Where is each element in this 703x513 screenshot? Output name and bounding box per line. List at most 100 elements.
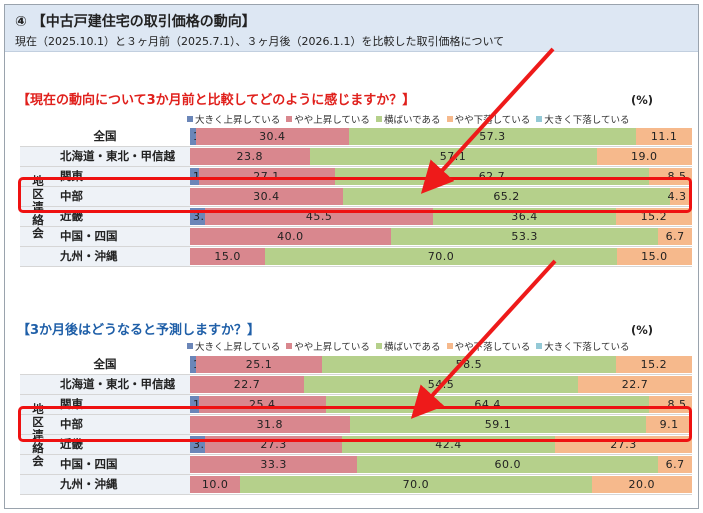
data-label: 30.4: [259, 130, 286, 143]
chart-2-title: 【3か月後はどうなると予測しますか？】: [17, 323, 261, 338]
highlight-chubu-forecast: [18, 406, 692, 442]
bar-area: 33.3 60.0 6.7: [190, 456, 692, 473]
legend-swatch: [187, 116, 193, 122]
bar-segment: [658, 228, 692, 245]
data-label: 15.0: [641, 250, 668, 263]
bar-area: 15.0 70.0 15.0: [190, 248, 692, 265]
data-label: 59.1: [484, 418, 512, 431]
page-title: ④ 【中古戸建住宅の取引価格の動向】: [15, 14, 256, 30]
page-subtitle: 現在（2025.10.1）と３ヶ月前（2025.7.1）、３ヶ月後（2026.1…: [15, 35, 505, 48]
bar-area: 40.0 53.3 6.7: [190, 228, 692, 245]
bar-area: 31.8 59.1 9.1: [190, 416, 692, 433]
table-row: 中部 31.8 59.1 9.1: [20, 415, 692, 435]
bar-segment: [649, 168, 692, 185]
arrow-2: [410, 259, 557, 419]
data-label: 15.0: [214, 250, 241, 263]
table-row: 全国1.230.457.311.1: [20, 127, 692, 147]
legend-item: 横ばいである: [375, 112, 441, 126]
arrow-1: [420, 47, 555, 194]
legend-label: 大きく上昇している: [195, 115, 281, 126]
bar-segment: [390, 228, 659, 245]
chart-frame: ④ 【中古戸建住宅の取引価格の動向】 現在（2025.10.1）と３ヶ月前（20…: [4, 4, 699, 509]
legend-swatch: [375, 116, 382, 122]
chart-1-title: 【現在の動向について3か月前と比較してどのように感じますか？】: [17, 93, 416, 108]
annotation-arrows: [410, 47, 557, 419]
data-label: 45.5: [305, 210, 333, 223]
data-label: 20.0: [628, 478, 656, 491]
category-label: 中国・四国: [60, 229, 118, 243]
data-label: 36.4: [511, 210, 538, 223]
bar-segment: [636, 128, 692, 145]
bar-segment: [196, 128, 349, 145]
data-label: 22.7: [621, 378, 649, 391]
data-label: 31.8: [256, 418, 284, 431]
category-label: 九州・沖縄: [60, 477, 118, 491]
bar-area: 1.727.162.78.5: [190, 168, 692, 185]
legend-label: やや下落している: [454, 342, 531, 353]
data-label: 70.0: [402, 478, 430, 491]
legend-item: やや上昇している: [286, 112, 370, 126]
legend-label: 大きく上昇している: [195, 342, 281, 353]
bar-segment: [616, 248, 692, 265]
region-shade: [20, 147, 190, 267]
bar-segment: [196, 356, 323, 373]
category-label: 全国: [93, 357, 117, 371]
bar-segment: [596, 148, 692, 165]
legend-item: 大きく下落している: [536, 112, 630, 126]
bar-segment: [190, 148, 310, 165]
bar-segment: [190, 476, 241, 493]
data-label: 19.0: [631, 150, 658, 163]
category-label: 九州・沖縄: [60, 249, 118, 263]
legend-item: 大きく下落している: [536, 339, 630, 353]
legend-label: 大きく下落している: [544, 342, 630, 353]
chart-2-unit: (%): [631, 323, 654, 337]
bar-segment: [190, 376, 305, 393]
chart-1-table: 地区連絡会全国1.230.457.311.1北海道・東北・甲信越23.857.1…: [20, 127, 692, 267]
highlight-chubu-current: [18, 177, 692, 213]
chart-1-legend: 大きく上昇している やや上昇している 横ばいである やや下落している 大きく下落している: [187, 112, 693, 126]
legend-swatch: [536, 116, 543, 122]
chart-1-unit: (%): [631, 93, 654, 107]
table-row: 九州・沖縄 15.0 70.0 15.0: [20, 247, 692, 267]
bar-segment: [591, 476, 692, 493]
legend-swatch: [187, 343, 193, 349]
bar-segment: [322, 356, 616, 373]
legend-item: 大きく上昇している: [187, 112, 280, 126]
bar-segment: [349, 416, 647, 433]
bar-segment: [190, 188, 343, 205]
bar-segment: [670, 188, 692, 205]
table-row: 関東1.727.162.78.5: [20, 167, 692, 187]
data-label: 15.2: [640, 210, 668, 223]
bar-segment: [615, 356, 692, 373]
legend-label: やや上昇している: [294, 115, 370, 126]
data-label: 6.7: [665, 230, 685, 243]
data-label: 23.8: [236, 150, 264, 163]
bar-segment: [190, 356, 197, 373]
table-row: 中国・四国 40.0 53.3 6.7: [20, 227, 692, 247]
data-label: 57.3: [479, 130, 506, 143]
legend-label: 横ばいである: [383, 115, 441, 126]
bar-segment: [334, 168, 650, 185]
data-label: 9.1: [659, 418, 679, 431]
bar-area: 1.225.158.515.2: [190, 356, 692, 373]
data-label: 40.0: [277, 230, 304, 243]
chart-2-legend: 大きく上昇している やや上昇している 横ばいである やや下落している 大きく下落している: [187, 339, 693, 353]
data-label: 53.3: [511, 230, 538, 243]
bar-segment: [265, 248, 617, 265]
data-label: 30.4: [253, 190, 280, 203]
bar-segment: [190, 456, 358, 473]
data-label: 4.3: [667, 190, 687, 203]
bar-segment: [190, 396, 199, 413]
data-label: 22.7: [233, 378, 261, 391]
bar-segment: [190, 248, 266, 265]
bar-area: 1.230.457.311.1: [190, 128, 692, 145]
data-label: 11.1: [650, 130, 678, 143]
bar-segment: [348, 128, 637, 145]
bar-segment: [190, 128, 197, 145]
bar-segment: [190, 168, 199, 185]
legend-swatch: [536, 343, 543, 349]
bar-segment: [357, 456, 659, 473]
table-row: 九州・沖縄 10.0 70.0 20.0: [20, 475, 692, 495]
bar-segment: [198, 168, 335, 185]
legend-label: やや下落している: [454, 115, 531, 126]
